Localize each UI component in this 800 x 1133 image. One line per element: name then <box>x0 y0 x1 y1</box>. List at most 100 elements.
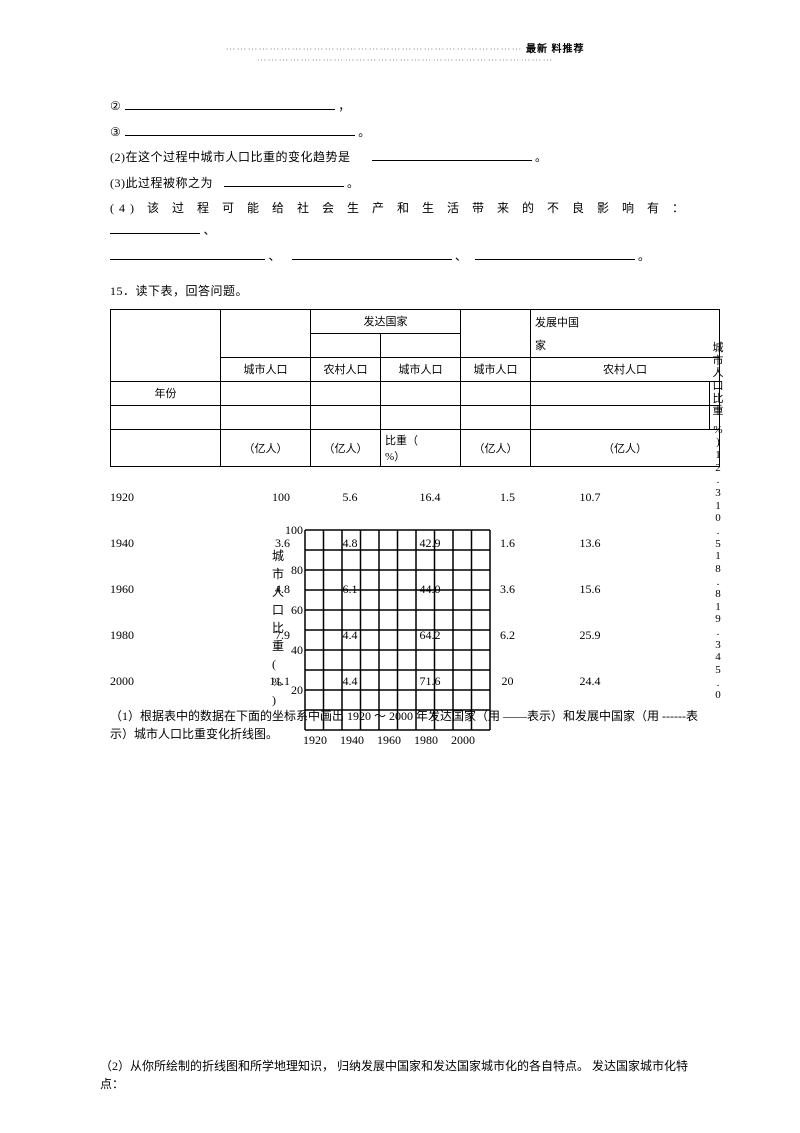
rv: . <box>711 677 725 690</box>
item3-num: ③ <box>110 125 121 139</box>
rv: 1 <box>711 601 725 614</box>
rv: 8 <box>711 563 725 576</box>
item-3: ③ 。 <box>110 122 700 144</box>
end: 。 <box>638 249 651 263</box>
header-developing1: 发展中国 <box>531 309 720 333</box>
row-year: 年份 <box>111 381 221 405</box>
cell: 24.4 <box>545 674 635 689</box>
q4-label: (4) 该 过 程 可 能 给 社 会 生 产 和 生 活 带 来 的 不 良 … <box>110 201 689 215</box>
rv: 2 <box>711 462 725 475</box>
pct1: 比重（ <box>385 432 460 448</box>
cell-blank <box>111 309 221 381</box>
cell: 16.4 <box>390 490 470 505</box>
cell-blank <box>531 381 710 405</box>
cell-blank <box>461 309 531 357</box>
q3-label: (3)此过程被称之为 <box>110 176 213 190</box>
unit: （亿人） <box>531 429 720 466</box>
svg-text:1920: 1920 <box>303 733 327 747</box>
rv: 1 <box>711 500 725 513</box>
rv: . <box>711 525 725 538</box>
svg-text:重: 重 <box>272 639 284 653</box>
blank <box>110 233 200 234</box>
blank <box>110 259 265 260</box>
q2-label: (2)在这个过程中城市人口比重的变化趋势是 <box>110 150 351 164</box>
q3-end: 。 <box>347 176 360 190</box>
item3-end: 。 <box>358 125 371 139</box>
item2-sep: ， <box>338 99 351 113</box>
col-urban: 城市人口 <box>221 357 311 381</box>
svg-text:80: 80 <box>291 563 303 577</box>
side-char: 城 <box>711 342 725 355</box>
col-urban: 城市人口 <box>461 357 531 381</box>
cell: 15.6 <box>545 582 635 597</box>
svg-text:口: 口 <box>272 603 284 617</box>
cell-blank <box>531 405 710 429</box>
item-2: ② ， <box>110 96 700 118</box>
side-char: 重 <box>711 405 725 418</box>
pct2: %） <box>385 448 460 464</box>
unit-pct: 比重（ %） <box>381 429 461 466</box>
cell: 10.7 <box>545 490 635 505</box>
blank <box>125 109 335 110</box>
cell-blank <box>461 405 531 429</box>
cell-blank <box>111 429 221 466</box>
cell-blank <box>221 381 311 405</box>
side-char: 口 <box>711 380 725 393</box>
cell: 25.9 <box>545 628 635 643</box>
svg-text:(: ( <box>272 657 276 671</box>
header-dots-right: ⋯⋯⋯⋯⋯⋯⋯⋯⋯⋯⋯⋯⋯⋯⋯⋯⋯⋯⋯⋯⋯⋯⋯⋯⋯⋯⋯ <box>257 55 554 66</box>
svg-text:): ) <box>272 693 276 707</box>
col-rural: 农村人口 <box>531 357 720 381</box>
svg-text:市: 市 <box>272 566 284 581</box>
rv: 8 <box>711 588 725 601</box>
svg-text:20: 20 <box>291 683 303 697</box>
blank <box>292 259 452 260</box>
rv: 3 <box>711 487 725 500</box>
header-title: 最新 料推荐 <box>526 44 585 55</box>
cell: 13.6 <box>545 536 635 551</box>
sub-q4-line2: 、 、 。 <box>110 246 700 268</box>
svg-text:100: 100 <box>285 523 303 537</box>
cell-blank <box>381 381 461 405</box>
cell: 1960 <box>110 582 180 597</box>
q2-end: 。 <box>535 150 548 164</box>
rv: 5 <box>711 538 725 551</box>
cell: 1.5 <box>470 490 545 505</box>
header-developing2: 家 <box>531 333 720 357</box>
side-char: 比 <box>711 393 725 406</box>
cell-blank <box>221 309 311 357</box>
sub-q2: (2)在这个过程中城市人口比重的变化趋势是 。 <box>110 147 700 169</box>
q15-intro: 15．读下表，回答问题。 <box>110 281 700 303</box>
rv: 9 <box>711 613 725 626</box>
rv: 5 <box>711 664 725 677</box>
blank <box>372 160 532 161</box>
sep: 、 <box>455 249 468 263</box>
unit: （亿人） <box>221 429 311 466</box>
cell-blank <box>381 405 461 429</box>
q15-sub2: （2）从你所绘制的折线图和所学地理知识， 归纳发展中国家和发达国家城市化的各自特… <box>100 1057 710 1093</box>
cell-blank <box>111 405 221 429</box>
blank <box>475 259 635 260</box>
rv: . <box>711 474 725 487</box>
item2-num: ② <box>110 99 121 113</box>
svg-text:%: % <box>272 675 282 689</box>
cell: 1940 <box>110 536 180 551</box>
rv: 1 <box>711 550 725 563</box>
rv: 0 <box>711 689 725 702</box>
cell-blank <box>461 381 531 405</box>
side-char: 市 <box>711 355 725 368</box>
blank <box>224 186 344 187</box>
rv: . <box>711 576 725 589</box>
cell-blank <box>311 381 381 405</box>
cell: 5.6 <box>310 490 390 505</box>
svg-text:1980: 1980 <box>414 733 438 747</box>
cell: 100 <box>180 490 310 505</box>
side-char: 人 <box>711 367 725 380</box>
rv: . <box>711 626 725 639</box>
col-rural: 农村人口 <box>311 357 381 381</box>
svg-text:1960: 1960 <box>377 733 401 747</box>
data-table: 发达国家 发展中国 家 城市人口 农村人口 城市人口 城市人口 农村人口 <box>110 309 720 467</box>
cell: 1980 <box>110 628 180 643</box>
svg-text:人: 人 <box>272 585 284 599</box>
cell-blank <box>311 405 381 429</box>
